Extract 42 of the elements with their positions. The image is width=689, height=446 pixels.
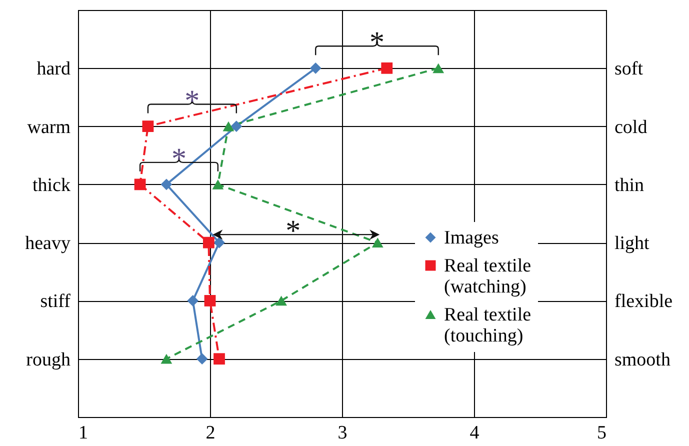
point [276,296,287,306]
point [187,295,199,306]
point [310,62,322,74]
legend-label: Images [444,228,499,248]
annotation: * [184,84,200,118]
y-tick-label: warm [27,116,71,138]
point [230,120,242,132]
point [222,121,234,132]
point [372,238,384,248]
x-tick-label: 3 [338,422,348,444]
y2-tick-label: cold [614,116,648,138]
point [214,236,225,248]
y2-tick-label: thin [614,174,645,196]
point [160,178,172,190]
legend-label: Real textile (watching) [444,256,532,298]
annotation: * [369,26,384,60]
point [196,353,208,365]
point [432,63,444,74]
point [202,236,214,248]
y2-tick-label: flexible [614,291,673,312]
y-tick-label: hard [36,58,71,80]
x-tick-label: 2 [206,422,216,444]
legend-label: Real textile (touching) [444,304,532,346]
point [134,178,146,190]
y2-tick-label: smooth [614,349,671,370]
annotation: * [171,142,186,176]
y-tick-label: rough [26,349,71,370]
point [142,120,154,132]
point [212,179,224,190]
y-tick-label: stiff [40,291,72,312]
annotation: * [286,214,301,248]
point [160,354,172,364]
x-tick-label: 1 [78,422,88,444]
point [381,62,393,74]
x-tick-label: 5 [597,422,606,444]
y-tick-label: thick [32,174,71,196]
y-tick-label: heavy [25,233,71,254]
y2-tick-label: light [614,233,650,254]
y2-tick-label: soft [614,58,644,80]
point [214,353,225,365]
point [204,295,216,306]
x-tick-label: 4 [470,422,480,444]
